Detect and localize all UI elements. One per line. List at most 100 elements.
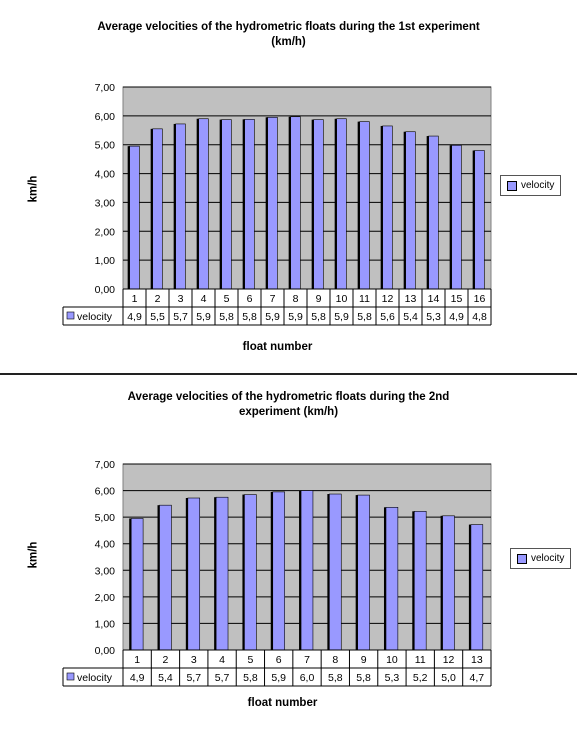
chart2-data-label: 5,9 bbox=[271, 672, 286, 684]
chart2-bar-shadow bbox=[327, 494, 330, 650]
chart2-data-label: 4,7 bbox=[470, 672, 485, 684]
chart2-bar-shadow bbox=[468, 524, 471, 650]
chart2-bar bbox=[470, 524, 484, 651]
chart2-xtick-label: 6 bbox=[276, 654, 282, 666]
chart1-ytick-label: 3,00 bbox=[95, 197, 116, 209]
chart1-data-label: 5,8 bbox=[219, 311, 234, 323]
chart-title-2-line2: experiment (km/h) bbox=[238, 406, 339, 418]
chart1-xtick-label: 10 bbox=[336, 293, 348, 305]
chart1-ytick-label: 6,00 bbox=[95, 111, 116, 123]
chart2-data-label: 5,4 bbox=[158, 672, 173, 684]
chart1-xtick-label: 6 bbox=[247, 293, 253, 305]
chart1-data-label: 5,5 bbox=[150, 311, 165, 323]
chart1-bar-shadow bbox=[403, 131, 406, 289]
chart1-ytick-label: 2,00 bbox=[95, 226, 116, 238]
chart1-ytick-label: 1,00 bbox=[95, 255, 116, 267]
chart2-ytick-label: 7,00 bbox=[95, 459, 116, 471]
chart2-table-key-swatch bbox=[66, 672, 75, 681]
chart2-bar bbox=[187, 497, 201, 651]
chart2-xtick-label: 1 bbox=[134, 654, 140, 666]
chart1-xtick-label: 16 bbox=[474, 293, 486, 305]
chart1-xtick-label: 5 bbox=[224, 293, 230, 305]
chart1-bar-shadow bbox=[127, 146, 130, 289]
chart-panel-1: Average velocities of the hydrometric fl… bbox=[0, 20, 577, 353]
chart1-data-label: 5,4 bbox=[403, 311, 418, 323]
chart1-bar-shadow bbox=[334, 118, 337, 289]
chart1-bar bbox=[244, 119, 255, 290]
x-axis-label-1: float number bbox=[242, 341, 313, 353]
y-axis-label-2: km/h bbox=[27, 541, 40, 569]
chart1-ytick-label: 0,00 bbox=[95, 284, 116, 296]
chart2-xtick-label: 12 bbox=[443, 654, 455, 666]
chart1-bar bbox=[129, 145, 140, 290]
chart1-xtick-label: 3 bbox=[178, 293, 184, 305]
chart1-bar bbox=[382, 125, 393, 290]
chart1-data-label: 5,8 bbox=[242, 311, 257, 323]
chart1-ytick-label: 5,00 bbox=[95, 140, 116, 152]
chart2-ytick-label: 4,00 bbox=[95, 539, 116, 551]
chart1-xtick-label: 9 bbox=[316, 293, 322, 305]
chart-title-2: Average velocities of the hydrometric fl… bbox=[0, 390, 577, 420]
chart1-bar-shadow bbox=[173, 123, 176, 290]
chart2-bar-shadow bbox=[129, 518, 132, 650]
chart1-bar bbox=[428, 135, 439, 290]
chart-title-1-line2: (km/h) bbox=[271, 36, 306, 48]
chart1-bar-shadow bbox=[472, 150, 475, 289]
chart-title-1: Average velocities of the hydrometric fl… bbox=[0, 20, 577, 50]
legend-label-1: velocity bbox=[521, 180, 555, 191]
chart1-data-label: 5,8 bbox=[311, 311, 326, 323]
chart2-bar bbox=[442, 515, 455, 651]
chart1-table-key-label: velocity bbox=[77, 311, 113, 323]
chart1-xtick-label: 2 bbox=[155, 293, 161, 305]
chart1-xtick-label: 11 bbox=[359, 293, 370, 305]
chart-panel-2: Average velocities of the hydrometric fl… bbox=[0, 378, 577, 729]
chart2-bar-shadow bbox=[355, 495, 358, 650]
y-axis-label-1: km/h bbox=[27, 175, 40, 203]
chart2-data-label: 5,8 bbox=[328, 672, 343, 684]
chart1-table-key-swatch bbox=[66, 311, 75, 320]
chart2-xtick-label: 2 bbox=[163, 654, 169, 666]
chart1-bar-shadow bbox=[449, 145, 452, 289]
chart1-data-label: 5,9 bbox=[265, 311, 280, 323]
chart2-bar bbox=[215, 496, 229, 651]
chart1-bar-shadow bbox=[288, 116, 291, 289]
chart2-data-label: 5,8 bbox=[243, 672, 258, 684]
chart2-bar-shadow bbox=[270, 491, 273, 650]
chart2-data-label: 5,7 bbox=[186, 672, 201, 684]
chart2-data-label: 5,0 bbox=[441, 672, 456, 684]
chart1-data-label: 4,9 bbox=[127, 311, 142, 323]
chart1-bar bbox=[359, 121, 370, 290]
chart2-bar-shadow bbox=[440, 515, 443, 650]
chart2-xtick-label: 10 bbox=[386, 654, 398, 666]
chart2-bar bbox=[130, 518, 144, 651]
chart2-bar-shadow bbox=[157, 505, 160, 650]
chart2-xtick-label: 9 bbox=[361, 654, 367, 666]
chart2-bar bbox=[244, 494, 257, 651]
chart1-bar bbox=[290, 116, 301, 290]
chart1-data-label: 5,3 bbox=[426, 311, 441, 323]
chart1-xtick-label: 13 bbox=[405, 293, 417, 305]
chart1-bar bbox=[267, 117, 278, 290]
chart1-xtick-label: 12 bbox=[382, 293, 394, 305]
chart2-bar bbox=[385, 507, 399, 651]
chart1-bar bbox=[405, 131, 416, 290]
chart1-ytick-label: 4,00 bbox=[95, 169, 116, 181]
chart2-xtick-label: 13 bbox=[471, 654, 483, 666]
chart1-data-label: 4,9 bbox=[449, 311, 464, 323]
chart1-xtick-label: 1 bbox=[132, 293, 138, 305]
chart-title-1-line1: Average velocities of the hydrometric fl… bbox=[97, 21, 480, 33]
chart2-xtick-label: 3 bbox=[191, 654, 197, 666]
chart2-bar bbox=[413, 510, 427, 651]
chart1-bar-shadow bbox=[311, 119, 314, 289]
chart1-data-label: 5,9 bbox=[334, 311, 349, 323]
chart2-xtick-label: 11 bbox=[415, 654, 426, 666]
chart2-data-label: 5,7 bbox=[215, 672, 230, 684]
chart1-bar bbox=[451, 144, 462, 290]
chart2-bar bbox=[159, 504, 172, 651]
chart2-table-key-label: velocity bbox=[77, 672, 113, 684]
chart1-xtick-label: 15 bbox=[451, 293, 463, 305]
legend-label-2: velocity bbox=[531, 553, 565, 564]
panel-divider bbox=[0, 373, 577, 375]
chart1-xtick-label: 4 bbox=[201, 293, 207, 305]
chart-1-svg: 0,00 1,00 2,00 3,00 4,00 5,00 6,00 7,00 velocity… bbox=[62, 82, 492, 326]
